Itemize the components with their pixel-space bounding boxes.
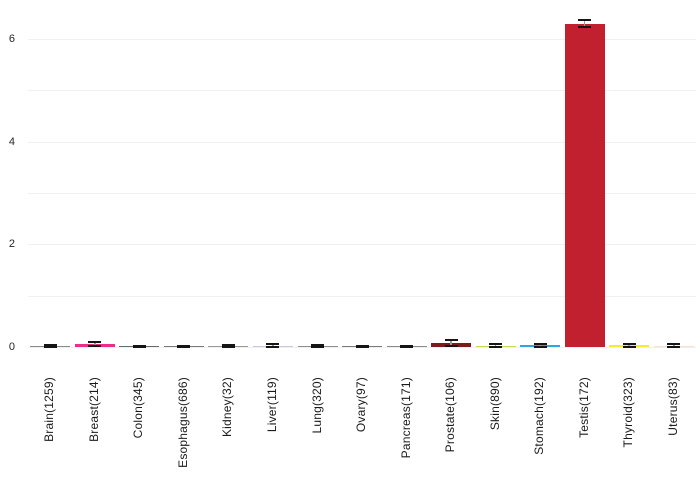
gridline-y-2 <box>28 244 696 246</box>
gridline-y-1 <box>28 295 696 297</box>
bar-testis <box>564 23 605 347</box>
error-cap-top-kidney <box>221 343 235 346</box>
error-cap-top-skin <box>489 342 503 345</box>
x-axis-tick-label-breast: Breast(214) <box>86 377 101 442</box>
error-cap-bottom-esophagus <box>177 346 191 348</box>
x-axis-tick-label-uterus: Uterus(83) <box>665 377 680 436</box>
x-axis-tick-label-liver: Liver(119) <box>264 377 279 433</box>
x-axis-tick-label-prostate: Prostate(106) <box>443 377 458 453</box>
error-cap-top-liver <box>266 343 280 346</box>
x-axis-tick-label-ovary: Ovary(97) <box>354 377 368 433</box>
error-cap-top-stomach <box>533 342 547 345</box>
gridline-y-3 <box>28 193 696 194</box>
error-cap-bottom-uterus <box>667 345 681 348</box>
error-cap-top-breast <box>88 341 102 344</box>
x-axis-tick-label-lung: Lung(320) <box>309 377 324 434</box>
error-whisker-breast <box>94 342 96 346</box>
error-cap-top-ovary <box>355 344 369 347</box>
y-axis-tick-label: 2 <box>8 238 15 251</box>
error-cap-bottom-ovary <box>355 346 369 348</box>
error-cap-bottom-breast <box>88 344 102 347</box>
x-axis-tick-label-thyroid: Thyroid(323) <box>621 377 636 448</box>
y-axis-tick-label: 4 <box>8 135 15 148</box>
error-cap-bottom-kidney <box>221 346 235 348</box>
x-axis-tick-label-stomach: Stomach(192) <box>532 377 547 455</box>
error-cap-top-brain <box>43 343 57 346</box>
error-cap-top-uterus <box>667 343 681 346</box>
error-whisker-prostate <box>450 340 452 346</box>
error-whisker-stomach <box>539 343 541 347</box>
error-cap-top-lung <box>311 343 324 346</box>
error-cap-bottom-skin <box>489 346 503 348</box>
error-cap-top-testis <box>578 19 592 21</box>
y-axis-tick-label: 6 <box>8 33 15 45</box>
x-axis-tick-label-kidney: Kidney(32) <box>220 377 235 438</box>
x-axis-tick-label-brain: Brain(1259) <box>42 377 57 442</box>
error-cap-bottom-liver <box>266 345 280 348</box>
error-cap-bottom-testis <box>578 26 592 29</box>
error-cap-bottom-lung <box>311 346 324 348</box>
x-axis-tick-label-skin: Skin(890) <box>487 377 502 431</box>
error-whisker-lung <box>316 344 319 347</box>
error-whisker-uterus <box>673 344 675 347</box>
x-axis-tick-label-esophagus: Esophagus(686) <box>175 377 190 468</box>
error-cap-bottom-colon <box>132 346 146 348</box>
error-cap-bottom-stomach <box>533 345 547 348</box>
x-axis-tick-label-colon: Colon(345) <box>131 377 146 439</box>
error-cap-bottom-thyroid <box>622 345 636 348</box>
error-cap-bottom-prostate <box>444 344 458 347</box>
y-axis-tick-label: 0 <box>8 341 15 353</box>
gridline-y-4 <box>28 141 696 143</box>
error-cap-top-prostate <box>444 339 458 342</box>
error-cap-bottom-brain <box>43 346 57 348</box>
error-cap-top-pancreas <box>400 344 413 347</box>
error-whisker-skin <box>494 343 497 347</box>
gridline-y-5 <box>28 90 696 92</box>
x-axis-tick-label-pancreas: Pancreas(171) <box>398 377 413 459</box>
x-axis-tick-label-testis: Testis(172) <box>576 377 591 438</box>
error-whisker-kidney <box>227 344 230 347</box>
error-cap-top-colon <box>132 344 146 347</box>
error-cap-bottom-pancreas <box>400 346 413 348</box>
gridline-y-6 <box>28 39 696 40</box>
error-whisker-brain <box>49 344 51 347</box>
error-cap-top-esophagus <box>177 344 191 347</box>
error-whisker-liver <box>272 344 274 347</box>
error-cap-top-thyroid <box>622 342 636 345</box>
error-whisker-testis <box>583 20 586 28</box>
error-whisker-thyroid <box>628 343 630 347</box>
